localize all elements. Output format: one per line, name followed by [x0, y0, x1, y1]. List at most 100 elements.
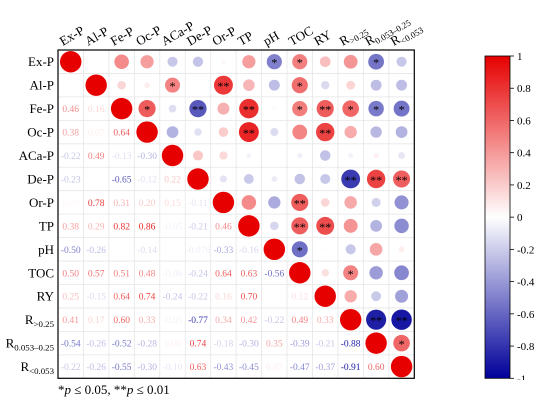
- cell-value-10-4: -0.24: [163, 293, 183, 303]
- footnote-part-2: ≤ 0.05, **: [71, 382, 127, 397]
- cell-value-10-1: -0.15: [86, 293, 106, 303]
- cell-circle-4-12: [373, 152, 379, 159]
- cell-circle-1-5: [195, 82, 201, 88]
- cell-circle-7-8: [270, 221, 279, 231]
- cell-circle-3-6: [218, 127, 229, 137]
- cell-value-5-4: 0.22: [164, 175, 181, 185]
- diag-circle-3: [136, 121, 158, 143]
- cell-value-13-6: -0.43: [214, 363, 234, 373]
- cell-value-9-6: 0.64: [215, 269, 232, 279]
- cell-circle-7-13: [394, 218, 409, 234]
- cell-value-5-3: -0.12: [137, 175, 157, 185]
- cell-value-11-5: -0.77: [188, 316, 208, 326]
- diag-circle-12: [365, 332, 387, 354]
- cell-value-9-5: -0.24: [188, 269, 208, 279]
- cell-value-12-1: -0.26: [86, 340, 106, 350]
- cell-value-9-2: 0.51: [113, 269, 130, 279]
- sig-star-7-10: **: [319, 220, 331, 234]
- cell-circle-1-13: [396, 79, 408, 91]
- cell-circle-0-9: [292, 54, 308, 70]
- cell-circle-5-13: [393, 170, 411, 188]
- sig-star-2-5: **: [192, 103, 204, 117]
- row-label-5: De-P: [27, 171, 54, 186]
- cell-circle-0-13: [396, 56, 407, 67]
- row-label-10: RY: [37, 289, 55, 304]
- sig-star-1-4: *: [170, 79, 176, 93]
- colorbar-tick-label-9: -0.8: [517, 341, 535, 353]
- cell-value-12-6: -0.18: [214, 340, 234, 350]
- cell-circle-2-3: [138, 100, 156, 118]
- sig-star-2-9: *: [297, 103, 303, 117]
- matrix-cells: * * ** ** ** ** ** * ** * * *** **** ** ****** ****** **…: [60, 51, 413, 378]
- footnote-part-1: *: [58, 382, 65, 397]
- cell-circle-1-6: [213, 75, 233, 95]
- cell-circle-2-9: [292, 100, 308, 117]
- colorbar-tick-label-2: 0.6: [517, 115, 531, 127]
- cell-circle-2-13: [393, 100, 410, 117]
- cell-circle-3-13: [395, 126, 408, 138]
- cell-value-6-5: -0.11: [188, 199, 208, 209]
- cell-circle-2-11: [342, 100, 359, 117]
- cell-value-10-0: 0.25: [62, 293, 79, 303]
- cell-value-12-5: 0.74: [190, 340, 207, 350]
- cell-value-3-0: 0.38: [62, 129, 79, 139]
- cell-value-13-10: -0.37: [315, 363, 335, 373]
- cell-circle-6-8: [268, 196, 281, 209]
- cell-value-7-3: 0.86: [139, 222, 156, 232]
- diag-circle-2: [110, 97, 133, 120]
- cell-circle-5-12: [366, 169, 386, 189]
- cell-value-3-2: 0.64: [113, 129, 130, 139]
- cell-circle-1-10: [321, 81, 330, 90]
- cell-value-4-1: 0.49: [88, 152, 105, 162]
- cell-circle-0-7: [242, 55, 256, 69]
- cell-circle-10-13: [395, 289, 409, 303]
- sig-star-11-13: **: [396, 314, 408, 328]
- row-label-7: TP: [39, 218, 54, 233]
- cell-value-8-0: -0.50: [61, 246, 81, 256]
- cell-circle-8-13: [398, 246, 405, 253]
- cell-value-8-2: -0.01: [112, 246, 132, 256]
- sig-star-2-10: **: [319, 103, 331, 117]
- cell-circle-7-9: [291, 217, 309, 235]
- footnote-p-1: p: [64, 382, 72, 397]
- diag-circle-4: [161, 144, 184, 167]
- cell-circle-1-7: [243, 79, 255, 91]
- col-label-8: pH: [260, 28, 281, 49]
- cell-value-10-9: 0.12: [291, 293, 308, 303]
- cell-value-11-3: 0.33: [139, 316, 156, 326]
- sig-star-11-12: **: [370, 314, 382, 328]
- cell-value-13-11: -0.91: [341, 363, 361, 373]
- diag-circle-1: [85, 74, 107, 96]
- cell-value-10-5: -0.22: [188, 293, 208, 303]
- colorbar-bar: [484, 55, 511, 379]
- cell-circle-6-9: [291, 193, 309, 212]
- cell-value-8-3: -0.14: [137, 246, 157, 256]
- cell-circle-5-9: [294, 173, 306, 185]
- cell-circle-3-4: [166, 126, 179, 138]
- cell-value-7-5: -0.21: [188, 222, 208, 232]
- diag-circle-7: [238, 215, 260, 237]
- cell-circle-4-8: [272, 153, 277, 158]
- cell-circle-1-11: [346, 80, 356, 90]
- sig-star-0-9: *: [297, 56, 303, 70]
- sig-star-12-13: *: [399, 337, 405, 351]
- cell-value-10-2: 0.64: [113, 293, 130, 303]
- cell-circle-5-11: [341, 169, 361, 189]
- cell-circle-2-10: [316, 100, 334, 118]
- sig-star-7-9: **: [294, 220, 306, 234]
- cell-value-10-8: 0.01: [266, 293, 283, 303]
- cell-circle-9-10: [321, 269, 329, 277]
- row-label-0: Ex-P: [28, 54, 54, 69]
- sig-star-2-13: *: [399, 103, 405, 117]
- cell-circle-4-5: [192, 150, 204, 161]
- cell-circle-10-12: [371, 291, 382, 302]
- cell-value-2-0: 0.46: [62, 105, 79, 115]
- colorbar-tick-label-8: -0.6: [517, 309, 535, 321]
- cell-circle-0-2: [114, 54, 129, 69]
- cell-value-6-2: 0.31: [113, 199, 130, 209]
- cell-circle-0-6: [221, 59, 226, 64]
- cell-value-13-9: -0.47: [290, 363, 310, 373]
- cell-circle-7-11: [343, 218, 358, 233]
- cell-value-9-4: -0.06: [163, 269, 183, 279]
- cell-circle-8-12: [369, 242, 383, 256]
